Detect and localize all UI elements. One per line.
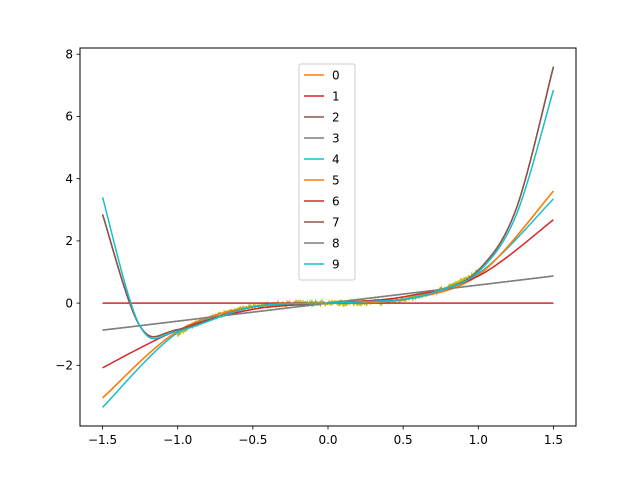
y-tick-label: 2	[65, 234, 73, 248]
legend-box	[298, 63, 356, 281]
legend-label-3: 3	[332, 131, 340, 145]
legend-label-8: 8	[332, 236, 340, 250]
x-tick-label: 1.5	[544, 433, 563, 447]
x-tick-label: −0.5	[238, 433, 267, 447]
legend-label-1: 1	[332, 89, 340, 103]
legend-label-6: 6	[332, 194, 340, 208]
legend-label-9: 9	[332, 257, 340, 271]
y-tick-label: −2	[55, 359, 73, 373]
legend-label-4: 4	[332, 152, 340, 166]
legend-label-5: 5	[332, 173, 340, 187]
y-tick-label: 0	[65, 296, 73, 310]
legend-label-2: 2	[332, 110, 340, 124]
legend: 0 1 2 3 4 5 6 7 8 9	[298, 63, 356, 281]
y-tick-label: 6	[65, 110, 73, 124]
series-layer	[101, 66, 555, 408]
x-tick-label: 0.5	[394, 433, 413, 447]
series-line-9	[101, 89, 555, 340]
legend-label-7: 7	[332, 215, 340, 229]
x-axis: −1.5 −1.0 −0.5 0.0 0.5 1.0 1.5	[88, 426, 563, 447]
x-tick-label: 1.0	[469, 433, 488, 447]
y-axis: −2 0 2 4 6 8	[55, 48, 80, 373]
x-tick-label: −1.0	[163, 433, 192, 447]
x-tick-label: −1.5	[88, 433, 117, 447]
y-tick-label: 8	[65, 48, 73, 62]
y-tick-label: 4	[65, 172, 73, 186]
plot-area	[101, 66, 555, 408]
x-tick-label: 0.0	[318, 433, 337, 447]
legend-label-0: 0	[332, 68, 340, 82]
